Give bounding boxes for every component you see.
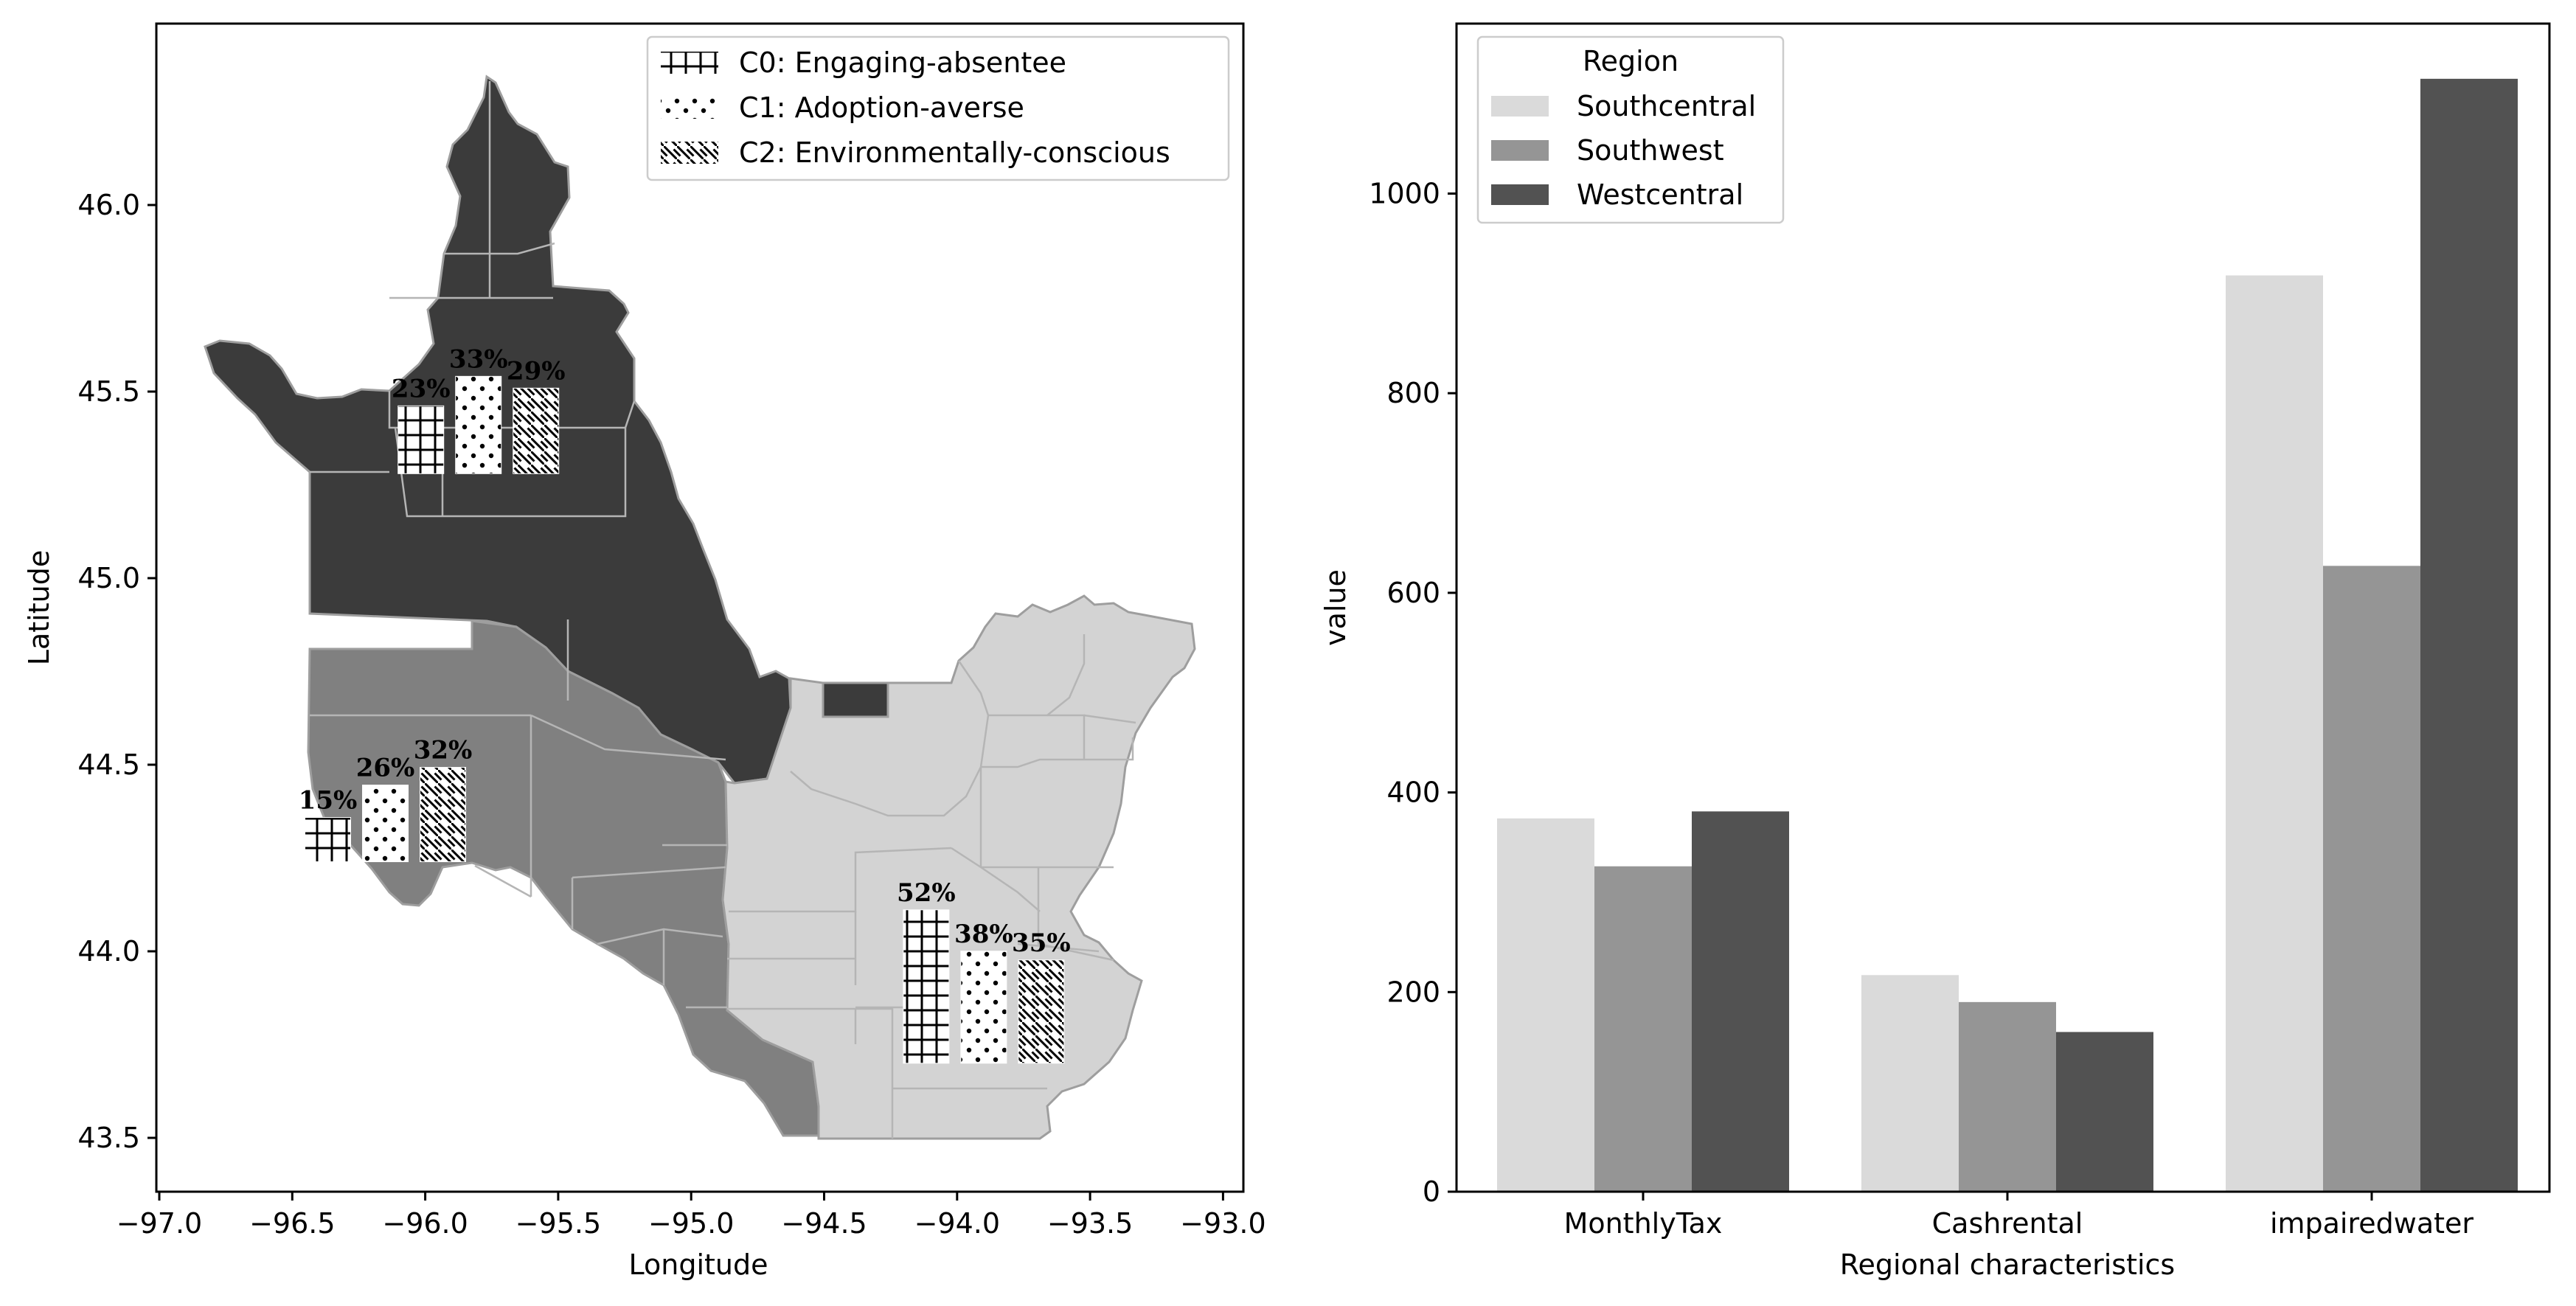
region-westcentral-notch: [822, 681, 889, 718]
bar-y-tick-label: 800: [1386, 377, 1440, 409]
legend-swatch-southcentral: [1491, 96, 1549, 117]
region-southcentral-shape: [721, 594, 1196, 1140]
bar-monthlytax-westcentral: [1692, 811, 1789, 1192]
map-y-tick-label: 43.5: [77, 1122, 140, 1154]
legend-swatch-c0: [661, 52, 718, 74]
bar-impairedwater-southwest: [2323, 566, 2420, 1192]
bar-glyph-group-westcentral: 23%33%29%: [392, 344, 566, 474]
map-bar-c2: [513, 387, 560, 474]
map-bar-c1: [960, 951, 1007, 1064]
map-bar-c2: [420, 767, 467, 863]
map-y-tick-label: 45.0: [77, 562, 140, 594]
bar-y-axis-label: value: [1319, 569, 1352, 646]
map-x-tick-label: −95.5: [515, 1207, 601, 1240]
bar-legend-box: [1476, 35, 1785, 224]
map-bar-c0: [903, 909, 950, 1064]
legend-swatch-southwest: [1491, 140, 1549, 161]
region-southcentral: [721, 594, 1196, 1140]
legend-label-c1: C1: Adoption-averse: [739, 91, 1024, 124]
map-bar-c1: [362, 785, 409, 863]
bar-axes-frame: [1455, 22, 2551, 1193]
bar-glyph-group-southwest: 15% 26%32%: [299, 736, 473, 863]
map-y-tick-label: 45.5: [77, 375, 140, 408]
bar-cashrental-southwest: [1959, 1001, 2056, 1192]
map-bar-label-c2: 29%: [507, 356, 566, 386]
map-bar-label-c1: 38%: [954, 920, 1013, 949]
map-x-tick-label: −95.0: [648, 1207, 734, 1240]
bar-x-ticks: MonthlyTax Cashrental impairedwater: [1564, 1192, 2473, 1240]
bar-series: [1497, 78, 2518, 1192]
bar-cashrental-westcentral: [2056, 1032, 2153, 1192]
map-bar-label-c2: 32%: [414, 736, 473, 765]
bar-glyph-group-southcentral: 52% 38%35%: [897, 878, 1071, 1064]
bar-monthlytax-southcentral: [1497, 818, 1594, 1192]
bar-monthlytax-southwest: [1594, 866, 1692, 1192]
map-bar-c2: [1018, 959, 1065, 1064]
bar-x-tick-label: impairedwater: [2270, 1207, 2473, 1240]
legend-swatch-c2: [661, 142, 718, 164]
bar-y-tick-label: 0: [1423, 1175, 1440, 1208]
legend-swatch-westcentral: [1491, 184, 1549, 205]
map-y-tick-label: 44.0: [77, 935, 140, 968]
map-bar-label-c2: 35%: [1012, 928, 1071, 958]
legend-label-southwest: Southwest: [1577, 134, 1724, 167]
bar-x-axis-label: Regional characteristics: [1840, 1248, 2175, 1281]
bar-cashrental-southcentral: [1861, 975, 1959, 1192]
bar-y-tick-label: 200: [1386, 976, 1440, 1008]
map-bar-label-c1: 26%: [356, 754, 415, 783]
map-x-ticks: −97.0 −96.5 −96.0 −95.5 −95.0 −94.5 −94.0 −93.5…: [117, 1192, 1266, 1240]
map-y-axis-label: Latitude: [23, 550, 55, 665]
map-axes-frame: [155, 22, 1245, 1193]
bar-legend: Region Southcentral Southwest Westcentra…: [1476, 35, 1785, 224]
map-y-tick-label: 44.5: [77, 748, 140, 781]
bar-impairedwater-southcentral: [2226, 275, 2323, 1192]
map-bar-label-c0: 52%: [897, 878, 956, 908]
map-panel: −97.0 −96.5 −96.0 −95.5 −95.0 −94.5 −94.0 −93.5…: [23, 22, 1266, 1281]
map-x-tick-label: −96.5: [249, 1207, 335, 1240]
bar-y-tick-label: 600: [1386, 577, 1440, 609]
legend-label-c0: C0: Engaging-absentee: [739, 46, 1066, 79]
legend-swatch-c1: [661, 97, 718, 119]
map-x-tick-label: −94.0: [914, 1207, 1000, 1240]
map-x-tick-label: −94.5: [781, 1207, 867, 1240]
bar-y-tick-label: 400: [1386, 777, 1440, 809]
map-bar-c1: [455, 375, 502, 474]
legend-label-westcentral: Westcentral: [1577, 178, 1743, 211]
map-bar-glyphs: 23%33%29% 15% 26%32% 52% 38%35%: [299, 344, 1071, 1064]
legend-label-c2: C2: Environmentally-conscious: [739, 136, 1170, 169]
map-x-tick-label: −96.0: [382, 1207, 468, 1240]
map-y-tick-label: 46.0: [77, 189, 140, 221]
bar-x-tick-label: MonthlyTax: [1564, 1207, 1723, 1240]
bar-y-ticks: 0 200 400 600 800 1000: [1369, 178, 1457, 1208]
map-bar-label-c0: 15%: [299, 786, 358, 816]
map-bar-c0: [305, 817, 352, 863]
bar-panel: 0 200 400 600 800 1000 MonthlyTax Cashrental im…: [1319, 22, 2551, 1281]
map-bar-label-c0: 23%: [392, 374, 451, 403]
bar-impairedwater-westcentral: [2420, 78, 2518, 1192]
map-x-tick-label: −93.0: [1180, 1207, 1266, 1240]
map-x-tick-label: −93.5: [1047, 1207, 1133, 1240]
map-legend: C0: Engaging-absentee C1: Adoption-avers…: [646, 35, 1230, 181]
bar-legend-title: Region: [1583, 45, 1678, 77]
bar-x-tick-label: Cashrental: [1932, 1207, 2083, 1240]
legend-label-southcentral: Southcentral: [1577, 90, 1756, 122]
map-bar-c0: [397, 405, 445, 474]
map-x-tick-label: −97.0: [117, 1207, 202, 1240]
bar-y-tick-label: 1000: [1369, 178, 1440, 210]
map-x-axis-label: Longitude: [629, 1248, 768, 1281]
map-y-ticks: 43.5 44.0 44.5 45.0 45.5 46.0: [77, 189, 156, 1154]
map-bar-label-c1: 33%: [449, 344, 508, 374]
map-legend-box: [646, 35, 1230, 181]
